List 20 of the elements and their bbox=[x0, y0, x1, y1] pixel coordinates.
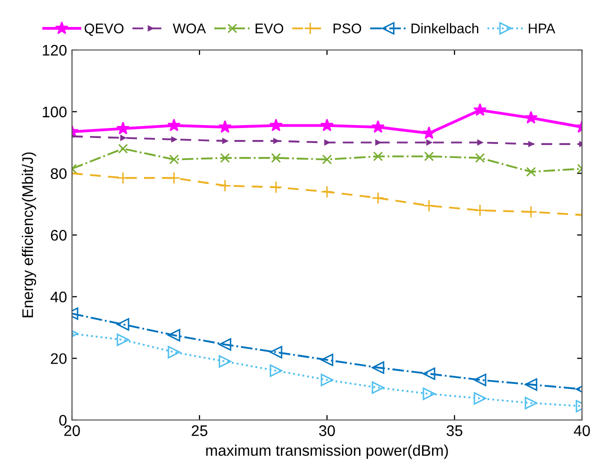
x-tick-label: 30 bbox=[319, 425, 335, 436]
y-tick-label: 100 bbox=[42, 106, 67, 118]
y-axis-title: Energy efficiency(Mbit/J) bbox=[22, 152, 36, 318]
legend-label: WOA bbox=[172, 24, 206, 34]
x-axis-title: maximum transmission power(dBm) bbox=[206, 444, 448, 459]
legend-label: HPA bbox=[528, 24, 556, 34]
legend-label: EVO bbox=[256, 24, 284, 34]
y-tick-label: 0 bbox=[59, 414, 67, 426]
legend-label: Dinkelbach bbox=[412, 23, 478, 34]
y-tick-label: 20 bbox=[50, 353, 67, 364]
x-tick-label: 20 bbox=[64, 425, 80, 436]
legend-label: PSO bbox=[334, 24, 362, 34]
y-tick-label: 40 bbox=[50, 292, 67, 302]
legend-label: QEVO bbox=[84, 24, 124, 36]
x-tick-label: 25 bbox=[192, 425, 208, 436]
x-tick-label: 40 bbox=[574, 425, 590, 436]
y-tick-label: 60 bbox=[50, 230, 67, 241]
y-tick-label: 80 bbox=[50, 168, 67, 180]
y-tick-label: 120 bbox=[42, 44, 67, 56]
x-tick-label: 35 bbox=[446, 425, 462, 436]
